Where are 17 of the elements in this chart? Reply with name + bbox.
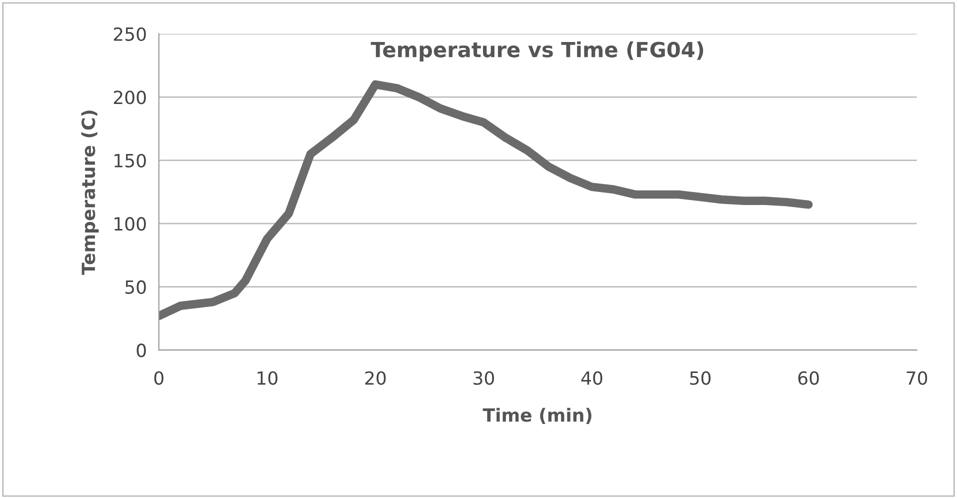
y-tick-label: 200 xyxy=(114,90,146,104)
x-tick-label: 40 xyxy=(581,371,602,385)
y-tick-label: 50 xyxy=(125,280,146,294)
x-tick-label: 20 xyxy=(365,371,386,385)
chart-title: Temperature vs Time (FG04) xyxy=(370,41,704,62)
y-tick-label: 100 xyxy=(114,217,146,231)
x-tick-label: 30 xyxy=(474,371,494,385)
x-tick-label: 0 xyxy=(154,371,164,385)
y-tick-label: 250 xyxy=(114,27,146,41)
y-tick-label: 150 xyxy=(114,154,146,168)
x-tick-label: 50 xyxy=(690,371,711,385)
y-axis-title: Temperature (C) xyxy=(81,110,99,275)
y-tick-label: 0 xyxy=(136,344,146,358)
x-tick-label: 70 xyxy=(906,371,928,385)
x-tick-label: 10 xyxy=(258,371,278,385)
x-axis-title: Time (min) xyxy=(482,408,592,424)
x-tick-label: 60 xyxy=(798,371,819,385)
